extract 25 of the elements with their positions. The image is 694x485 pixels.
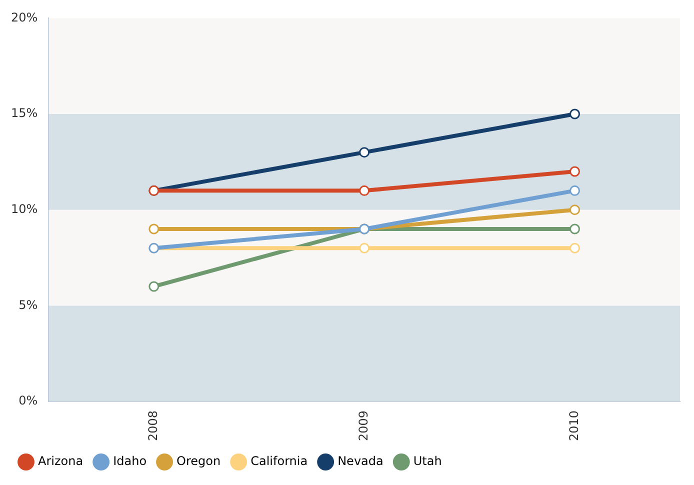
y-tick-label: 0%: [18, 394, 38, 408]
point: [570, 108, 580, 120]
y-tick-label: 10%: [11, 202, 38, 216]
legend-label: Utah: [413, 454, 442, 468]
legend-label: California: [250, 454, 308, 468]
legend-label: Nevada: [338, 454, 384, 468]
point: [570, 204, 580, 216]
point: [570, 242, 580, 254]
x-tick-label: 2009: [356, 410, 370, 442]
legend-label: Oregon: [176, 454, 221, 468]
y-tick-label: 15%: [11, 106, 38, 120]
point: [359, 242, 370, 254]
point: [359, 185, 370, 196]
legend-label: Arizona: [38, 454, 84, 468]
point: [148, 224, 160, 234]
point: [570, 185, 580, 196]
y-tick-label: 5%: [18, 298, 38, 312]
x-tick-label: 2008: [146, 410, 160, 442]
x-tick-label: 2010: [566, 410, 581, 442]
y-tick-label: 20%: [11, 10, 38, 24]
point: [148, 281, 160, 292]
point: [359, 147, 370, 158]
point: [570, 224, 580, 234]
point: [570, 166, 580, 177]
legend-label: Idaho: [113, 454, 147, 468]
